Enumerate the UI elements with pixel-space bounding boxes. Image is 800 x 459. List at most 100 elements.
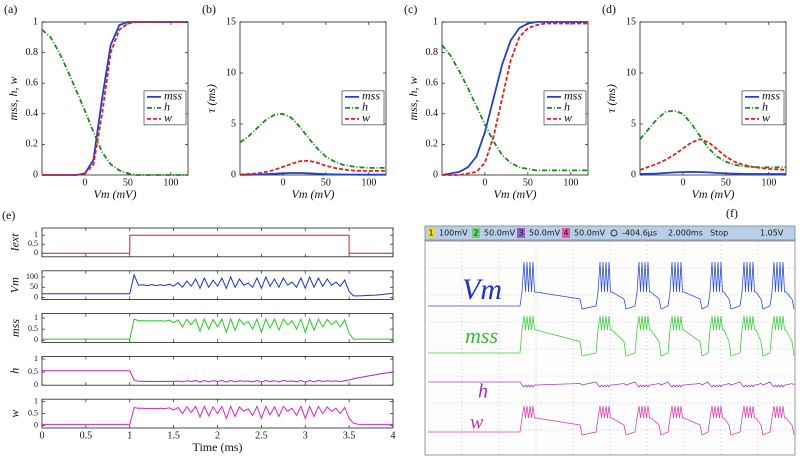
y-tick-label: 10 [226,67,236,78]
panel-label: (a) [4,2,17,16]
series-line [42,21,188,176]
x-tick-label: 0 [680,177,685,188]
x-tick-label: 2 [215,430,220,441]
channel-box [562,228,570,238]
y-tick-label: 50 [30,282,38,291]
trace-label: h [478,381,488,403]
legend-label: mss [564,89,582,103]
plot-frame [41,227,394,258]
y-axis-label: w [8,410,22,418]
x-axis-label: Time (ms) [193,440,243,454]
series-line [239,159,386,176]
x-axis-label: Vm (mV) [292,187,335,201]
y-tick-label: 0.6 [426,77,439,88]
plot-frame [639,21,787,176]
x-tick-label: 0 [82,177,87,188]
y-tick-label: 5 [631,118,636,129]
series-line [239,112,386,169]
x-tick-label: 0 [482,177,487,188]
x-tick-label: 100 [361,177,376,188]
y-tick-label: 1 [34,354,38,363]
y-tick-label: 1 [33,16,38,27]
series-line [42,273,394,297]
trace-label: Vm [462,273,502,306]
x-tick-label: 0 [40,430,45,441]
legend-label: h [164,100,170,114]
panel-label: (f) [726,206,738,220]
scope-trace [428,315,795,357]
x-tick-label: 1.5 [167,430,180,441]
legend-label: w [164,111,172,125]
y-tick-label: 1 [34,230,38,239]
y-tick-label: 0 [34,380,38,389]
x-tick-label: 4 [391,430,396,441]
x-tick-label: 100 [563,177,578,188]
timebase: 2.000ms [668,229,703,238]
channel-number: 1 [428,229,433,238]
panel-label: (e) [2,208,15,222]
x-tick-label: 0 [280,177,285,188]
channel-box [427,228,435,238]
y-tick-label: 0.2 [26,139,39,150]
scope: (f) 1 100mV 2 50.0mV 3 50.0mV 4 50.0mV -… [424,206,796,456]
y-tick-label: 100 [26,272,38,281]
scope-trace [428,405,795,436]
x-tick-label: 3 [303,430,308,441]
trace-label: w [470,412,484,434]
scope-trace [428,261,795,310]
y-tick-label: 0 [34,420,38,429]
channel-scale: 100mV [439,229,468,238]
y-axis-label: mss, h, w [6,76,20,120]
trigger-icon [610,229,618,237]
x-axis-label: Vm (mV) [494,187,537,201]
channel-number: 2 [473,229,478,238]
legend-label: h [362,100,368,114]
y-axis-label: mss, h, w [406,76,420,120]
scope-header [424,225,796,241]
y-tick-label: 0 [34,248,38,257]
series-line [441,44,588,172]
y-tick-label: 0 [34,335,38,344]
y-tick-label: 1 [34,313,38,322]
y-axis-label: mss [8,319,22,337]
series-line [42,405,393,425]
y-tick-label: 0.5 [28,239,38,248]
scope-trace [428,381,795,388]
y-tick-label: 0.2 [426,139,439,150]
y-tick-label: 0.8 [26,47,39,58]
channel-box [472,228,480,238]
legend-label: mss [164,89,182,103]
series-line [42,370,394,383]
legend-label: w [362,111,370,125]
legend-label: mss [362,89,380,103]
y-tick-label: 1 [433,16,438,27]
y-tick-label: 0.5 [28,324,38,333]
series-line [42,317,393,340]
trace-label: mss [465,323,498,348]
panel-label: (c) [404,2,417,16]
channel-scale: 50.0mV [529,229,561,238]
y-tick-label: 0 [231,169,236,180]
scope-traces [428,261,795,436]
plot-frame [441,21,589,176]
y-axis-label: Iext [8,233,22,253]
x-tick-label: 50 [321,177,331,188]
y-tick-label: 15 [226,16,236,27]
y-tick-label: 0 [33,169,38,180]
series-line [441,21,588,176]
legend-label: h [564,100,570,114]
y-tick-label: 1 [34,396,38,405]
x-tick-label: 1 [127,430,132,441]
panel-label: (d) [602,2,616,16]
trigger-level: 1.05V [760,229,784,238]
x-tick-label: 2.5 [255,430,268,441]
plot-frame [41,313,394,343]
y-axis-label: τ (ms) [204,84,218,113]
y-tick-label: 5 [231,118,236,129]
y-tick-label: 0.8 [426,47,439,58]
channel-scale: 50.0mV [574,229,606,238]
x-tick-label: 50 [721,177,731,188]
x-axis-label: Vm (mV) [94,187,137,201]
x-tick-label: 50 [123,177,133,188]
y-tick-label: 0.4 [426,108,439,119]
